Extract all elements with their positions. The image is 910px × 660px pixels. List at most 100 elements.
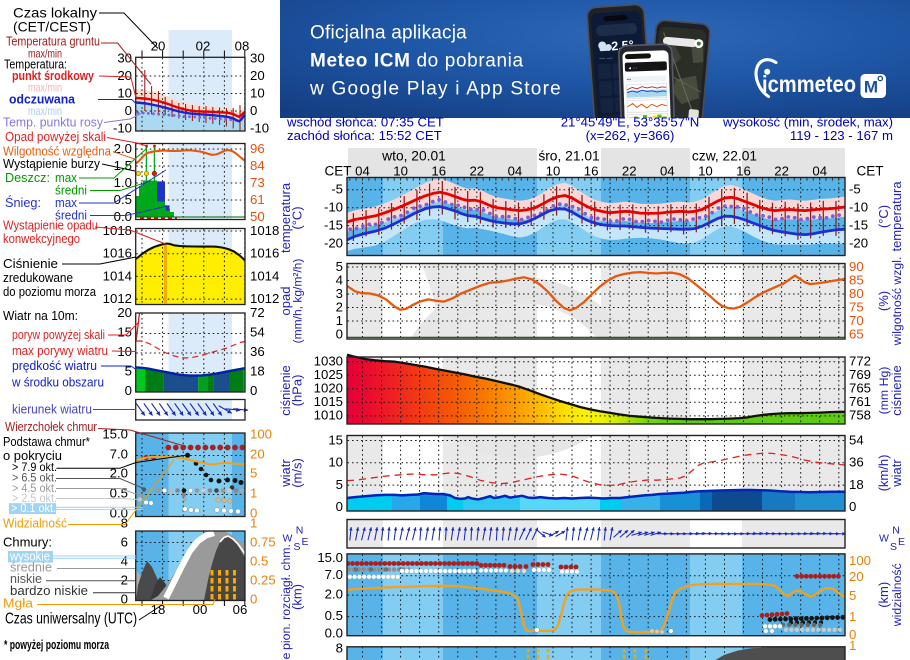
svg-text:W: W — [879, 533, 889, 545]
svg-text:— —: — — — [599, 55, 613, 62]
svg-text:W: W — [283, 533, 293, 545]
svg-text:10: 10 — [328, 455, 343, 470]
svg-text:1020: 1020 — [314, 381, 343, 396]
svg-text:0: 0 — [250, 103, 257, 118]
svg-text:1018: 1018 — [250, 223, 279, 238]
svg-text:max/min: max/min — [28, 104, 62, 118]
svg-text:0: 0 — [250, 592, 257, 607]
svg-text:54: 54 — [250, 325, 265, 340]
svg-text:1: 1 — [336, 313, 343, 328]
svg-text:wiatr: wiatr — [278, 459, 293, 488]
svg-text:1016: 1016 — [250, 246, 279, 261]
svg-text:2: 2 — [336, 299, 343, 314]
svg-text:poryw powyżej skali: poryw powyżej skali — [12, 327, 105, 342]
svg-text:0.75: 0.75 — [250, 535, 276, 550]
svg-text:8: 8 — [336, 641, 343, 656]
svg-text:758: 758 — [849, 408, 871, 423]
svg-text:Wystąpienie opadu: Wystąpienie opadu — [3, 218, 98, 233]
svg-text:1012: 1012 — [103, 291, 132, 306]
svg-text:max: max — [55, 170, 77, 185]
svg-text:73: 73 — [250, 175, 265, 190]
svg-text:0.0: 0.0 — [325, 625, 343, 640]
svg-text:E: E — [301, 536, 308, 548]
svg-text:4: 4 — [336, 272, 343, 287]
svg-text:7.0: 7.0 — [325, 567, 343, 582]
svg-text:(km/h): (km/h) — [876, 455, 891, 492]
svg-text:54: 54 — [849, 432, 864, 447]
svg-text:zredukowane: zredukowane — [3, 270, 73, 285]
svg-text:Temperatura:: Temperatura: — [4, 57, 67, 72]
svg-text:20: 20 — [151, 39, 166, 54]
svg-text:-10: -10 — [250, 121, 269, 136]
svg-text:0: 0 — [849, 499, 856, 514]
svg-text:(km): (km) — [876, 582, 891, 608]
svg-text:15: 15 — [328, 432, 343, 447]
svg-text:6: 6 — [121, 535, 128, 550]
svg-text:5: 5 — [336, 259, 343, 274]
svg-text:Oficjalna aplikacja: Oficjalna aplikacja — [310, 23, 467, 44]
svg-text:w Google Play i App Store: w Google Play i App Store — [309, 79, 562, 100]
svg-text:średnie: średnie — [10, 561, 52, 575]
svg-text:5: 5 — [849, 588, 856, 603]
svg-text:2.0: 2.0 — [114, 141, 132, 156]
svg-text:22: 22 — [469, 164, 484, 179]
svg-text:15: 15 — [117, 325, 132, 340]
svg-text:96: 96 — [250, 141, 265, 156]
svg-text:0: 0 — [849, 627, 856, 642]
svg-text:0.5: 0.5 — [250, 554, 268, 569]
svg-text:do poziomu morza: do poziomu morza — [3, 284, 97, 299]
svg-text:10: 10 — [393, 164, 408, 179]
svg-text:◂ ···: ◂ ··· — [628, 65, 637, 71]
svg-text:8: 8 — [121, 516, 128, 531]
svg-text:769: 769 — [849, 367, 871, 382]
svg-text:-5: -5 — [849, 182, 861, 197]
svg-text:1030: 1030 — [314, 354, 343, 369]
svg-text:Podstawa chmur*: Podstawa chmur* — [3, 434, 90, 449]
svg-text:1018: 1018 — [103, 223, 132, 238]
svg-text:bardzo niskie: bardzo niskie — [10, 584, 88, 598]
svg-text:Widzialność: Widzialność — [3, 516, 67, 531]
svg-text:84: 84 — [250, 158, 265, 173]
svg-text:08: 08 — [235, 39, 250, 54]
svg-text:wiatr: wiatr — [889, 459, 904, 488]
svg-text:7.0: 7.0 — [110, 447, 128, 462]
svg-text:30: 30 — [117, 51, 132, 66]
svg-text:1025: 1025 — [314, 367, 343, 382]
svg-text:Chmury:: Chmury: — [3, 535, 52, 550]
svg-text:prędkość wiatru: prędkość wiatru — [12, 358, 97, 373]
svg-text:1: 1 — [250, 516, 257, 531]
svg-text:Ciśnienie: Ciśnienie — [3, 256, 58, 271]
svg-text:2.0: 2.0 — [325, 587, 343, 602]
svg-text:30: 30 — [250, 51, 265, 66]
svg-text:Czas uniwersalny (UTC): Czas uniwersalny (UTC) — [5, 611, 137, 628]
svg-text:70: 70 — [849, 313, 864, 328]
svg-text:Wiatr na 10m:: Wiatr na 10m: — [3, 308, 78, 323]
svg-text:20: 20 — [250, 447, 265, 462]
svg-text:04: 04 — [812, 164, 827, 179]
svg-text:15.0: 15.0 — [317, 550, 343, 565]
svg-text:16: 16 — [736, 164, 751, 179]
svg-text:90: 90 — [849, 259, 864, 274]
svg-text:konwekcyjnego: konwekcyjnego — [3, 231, 80, 246]
svg-text:22: 22 — [774, 164, 789, 179]
svg-text:-10: -10 — [324, 200, 343, 215]
svg-text:max: max — [55, 195, 77, 210]
svg-text:18: 18 — [849, 477, 864, 492]
svg-text:72: 72 — [250, 305, 265, 320]
svg-text:0: 0 — [125, 103, 132, 118]
svg-text:-15: -15 — [849, 217, 868, 232]
svg-text:75: 75 — [849, 299, 864, 314]
svg-text:-20: -20 — [849, 235, 868, 250]
svg-text:Mgła: Mgła — [3, 596, 34, 611]
svg-text:-10: -10 — [849, 200, 868, 215]
svg-text:04: 04 — [508, 164, 523, 179]
svg-text:10: 10 — [250, 86, 265, 101]
svg-text:0: 0 — [125, 383, 132, 398]
svg-text:1.0: 1.0 — [114, 175, 132, 190]
svg-text:> 2.5 okt.: > 2.5 okt. — [12, 491, 57, 505]
svg-text:16: 16 — [431, 164, 446, 179]
svg-text:Opad powyżej skali: Opad powyżej skali — [5, 129, 106, 144]
svg-text:0: 0 — [250, 383, 257, 398]
svg-text:1015: 1015 — [314, 394, 343, 409]
svg-text:M: M — [864, 78, 878, 97]
